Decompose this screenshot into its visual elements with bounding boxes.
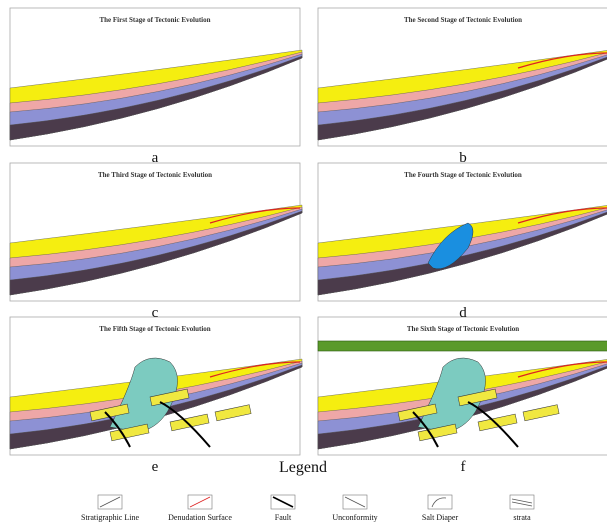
legend-title: Legend bbox=[279, 459, 327, 476]
panel-label: e bbox=[152, 459, 159, 475]
panel: The Sixth Stage of Tectonic Evolution bbox=[318, 317, 607, 455]
legend-item: Denudation Surface bbox=[168, 495, 232, 522]
panel: The Second Stage of Tectonic Evolution bbox=[318, 8, 607, 146]
legend-item: Unconformity bbox=[332, 495, 377, 522]
legend-label: strata bbox=[513, 513, 531, 522]
panel-label: b bbox=[459, 150, 467, 166]
panel: The First Stage of Tectonic Evolution bbox=[10, 8, 302, 146]
legend-item: strata bbox=[510, 495, 534, 522]
legend-label: Unconformity bbox=[332, 513, 377, 522]
legend-item: Salt Diaper bbox=[422, 495, 459, 522]
panel: The Fourth Stage of Tectonic Evolution bbox=[318, 163, 607, 301]
legend-label: Denudation Surface bbox=[168, 513, 232, 522]
unconformity-bar bbox=[318, 341, 607, 351]
panel-title: The Fifth Stage of Tectonic Evolution bbox=[99, 325, 211, 333]
panel-label: d bbox=[459, 305, 467, 321]
panel-label: c bbox=[152, 305, 159, 321]
panel: The Fifth Stage of Tectonic Evolution bbox=[10, 317, 302, 455]
panel: The Third Stage of Tectonic Evolution bbox=[10, 163, 302, 301]
panel-title: The Third Stage of Tectonic Evolution bbox=[98, 171, 212, 179]
panel-label: f bbox=[461, 459, 466, 475]
legend-label: Salt Diaper bbox=[422, 513, 459, 522]
panel-title: The First Stage of Tectonic Evolution bbox=[99, 16, 210, 24]
panel-title: The Second Stage of Tectonic Evolution bbox=[404, 16, 522, 24]
legend-item: Stratigraphic Line bbox=[81, 495, 139, 522]
figure: The First Stage of Tectonic Evolution The… bbox=[0, 0, 607, 526]
legend-item: Fault bbox=[271, 495, 295, 522]
legend-label: Stratigraphic Line bbox=[81, 513, 139, 522]
panel-title: The Fourth Stage of Tectonic Evolution bbox=[404, 171, 522, 179]
panel-label: a bbox=[152, 150, 159, 166]
legend-swatch bbox=[428, 495, 452, 509]
legend-label: Fault bbox=[275, 513, 292, 522]
panel-title: The Sixth Stage of Tectonic Evolution bbox=[407, 325, 519, 333]
